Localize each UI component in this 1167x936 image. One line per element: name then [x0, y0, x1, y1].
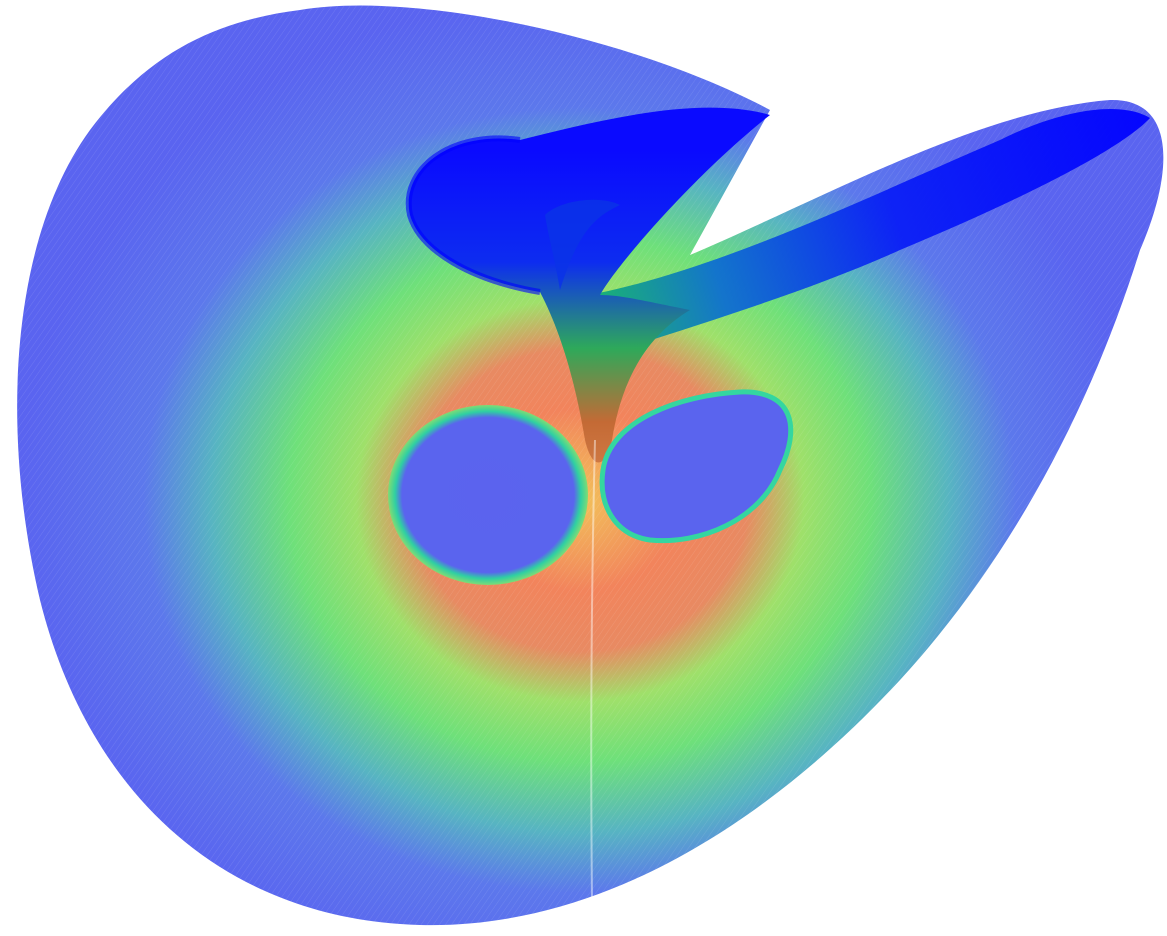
left-hole — [388, 405, 588, 585]
throat-streak — [590, 439, 596, 901]
right-wing — [560, 109, 1150, 360]
central-funnel — [408, 107, 770, 463]
funnel-curl — [545, 199, 620, 290]
right-hole — [599, 389, 794, 544]
